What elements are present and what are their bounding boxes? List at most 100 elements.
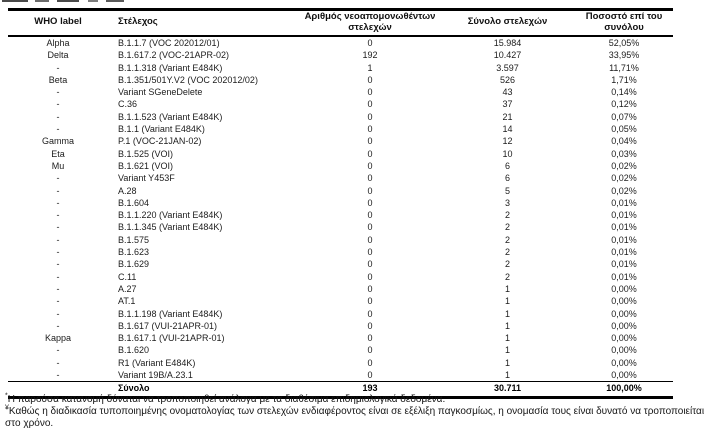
cell-num: 0 <box>367 87 373 98</box>
table-row: - B.1.1 (Variant E484K) 0 14 0,05% <box>8 123 673 135</box>
cell-strain: B.1.629 <box>118 259 150 270</box>
cell-strain: B.1.1.220 (Variant E484K) <box>118 210 223 221</box>
cell-who: - <box>56 197 60 208</box>
table-row: - B.1.575 0 2 0,01% <box>8 234 673 246</box>
cell-pct: 0,07% <box>611 111 637 122</box>
cell-strain: C.11 <box>118 271 137 282</box>
cell-tot: 37 <box>502 99 513 110</box>
cell-who: - <box>56 296 60 307</box>
cell-strain: Variant 19B/A.23.1 <box>118 370 193 381</box>
cell-who: - <box>56 308 60 319</box>
cell-tot: 3.597 <box>496 62 519 73</box>
table-row: - B.1.1.198 (Variant E484K) 0 1 0,00% <box>8 308 673 320</box>
total-cell-label: Σύνολο <box>118 383 150 394</box>
table-row: Alpha B.1.1.7 (VOC 202012/01) 0 15.984 52,05… <box>8 36 673 49</box>
table-row: - B.1.604 0 3 0,01% <box>8 197 673 209</box>
cell-who: - <box>56 345 60 356</box>
cell-who: - <box>56 259 60 270</box>
cell-pct: 11,71% <box>609 62 639 73</box>
cell-pct: 0,00% <box>611 296 637 307</box>
cell-pct: 33,95% <box>608 50 640 61</box>
cell-who: - <box>56 210 60 221</box>
cell-num: 0 <box>367 234 373 245</box>
cell-num: 0 <box>367 111 373 122</box>
cell-tot: 1 <box>504 320 510 331</box>
cell-strain: C.36 <box>118 99 138 110</box>
footnote-1-marker: * <box>5 392 8 400</box>
cell-num: 0 <box>367 271 373 282</box>
total-cell-percentage: 100,00% <box>606 383 642 394</box>
cell-who: - <box>56 357 60 368</box>
cell-num: 0 <box>367 308 373 319</box>
cell-pct: 0,00% <box>611 370 637 381</box>
cell-num: 0 <box>367 99 373 110</box>
cell-strain: Variant Y453F <box>118 173 175 184</box>
table-row: - Variant SGeneDelete 0 43 0,14% <box>8 86 673 98</box>
cell-tot: 2 <box>504 210 510 221</box>
cell-strain: B.1.617.1 (VUI-21APR-01) <box>118 333 225 344</box>
cell-pct: 0,01% <box>611 247 637 258</box>
cell-who: - <box>56 247 60 258</box>
cell-tot: 15.984 <box>493 38 522 48</box>
column-header-new-isolates: Αριθμός νεοαπομονωθέντων στελεχών <box>304 11 436 33</box>
cell-tot: 2 <box>504 259 510 270</box>
variants-table: WHO label Στέλεχος Αριθμός νεοαπομονωθέν… <box>8 8 673 399</box>
cell-strain: B.1.621 (VOI) <box>118 160 174 171</box>
cell-strain: R1 (Variant E484K) <box>118 357 196 368</box>
cell-pct: 0,00% <box>611 308 637 319</box>
cell-pct: 0,03% <box>611 148 637 159</box>
cell-num: 0 <box>367 345 373 356</box>
cell-who: - <box>56 87 60 98</box>
cell-num: 0 <box>367 357 373 368</box>
cell-who: Kappa <box>44 333 72 344</box>
cell-tot: 1 <box>504 345 510 356</box>
cell-num: 0 <box>367 320 373 331</box>
cell-num: 0 <box>367 333 373 344</box>
cell-tot: 10 <box>502 148 513 159</box>
cell-pct: 0,04% <box>611 136 637 147</box>
cell-tot: 1 <box>504 370 510 381</box>
cell-strain: B.1.1 (Variant E484K) <box>118 124 205 135</box>
cell-strain: B.1.1.198 (Variant E484K) <box>118 308 223 319</box>
cell-who: - <box>56 111 60 122</box>
cell-strain: B.1.1.7 (VOC 202012/01) <box>118 38 220 48</box>
cell-strain: B.1.617.2 (VOC-21APR-02) <box>118 50 230 61</box>
table-row: - R1 (Variant E484K) 0 1 0,00% <box>8 357 673 369</box>
cell-tot: 2 <box>504 247 510 258</box>
cell-pct: 0,02% <box>611 173 637 184</box>
table-header: WHO label Στέλεχος Αριθμός νεοαπομονωθέν… <box>8 9 673 36</box>
footnote-2-marker: ¥ <box>5 404 9 412</box>
table-row: - A.27 0 1 0,00% <box>8 283 673 295</box>
table-row: Kappa B.1.617.1 (VUI-21APR-01) 0 1 0,00% <box>8 332 673 344</box>
cell-pct: 0,00% <box>611 320 637 331</box>
cell-pct: 0,00% <box>611 357 637 368</box>
cell-strain: B.1.623 <box>118 247 150 258</box>
cell-num: 0 <box>367 247 373 258</box>
cell-strain: B.1.1.523 (Variant E484K) <box>118 111 223 122</box>
cell-num: 0 <box>367 222 373 233</box>
cell-tot: 12 <box>502 136 513 147</box>
cell-pct: 0,00% <box>611 333 637 344</box>
cell-strain: B.1.525 (VOI) <box>118 148 174 159</box>
cell-strain: B.1.620 <box>118 345 150 356</box>
table-row: - C.11 0 2 0,01% <box>8 271 673 283</box>
cell-strain: B.1.617 (VUI-21APR-01) <box>118 320 218 331</box>
cell-who: Mu <box>51 160 65 171</box>
table-row: - B.1.1.318 (Variant E484K) 1 3.597 11,71% <box>8 62 673 74</box>
cell-num: 0 <box>367 148 373 159</box>
cell-pct: 0,00% <box>611 345 637 356</box>
cell-num: 1 <box>367 62 373 73</box>
table-row: Beta B.1.351/501Y.V2 (VOC 202012/02) 0 526 1… <box>8 74 673 86</box>
cell-strain: P.1 (VOC-21JAN-02) <box>118 136 202 147</box>
cell-who: - <box>56 271 60 282</box>
cell-strain: A.28 <box>118 185 137 196</box>
table-row: - Variant Y453F 0 6 0,02% <box>8 172 673 184</box>
cell-strain: B.1.1.345 (Variant E484K) <box>118 222 223 233</box>
cell-who: Alpha <box>46 38 70 48</box>
cell-num: 0 <box>367 283 373 294</box>
clipped-text-artifact <box>2 0 152 3</box>
table-row: - B.1.617 (VUI-21APR-01) 0 1 0,00% <box>8 320 673 332</box>
cell-strain: B.1.351/501Y.V2 (VOC 202012/02) <box>118 74 258 85</box>
cell-pct: 0,01% <box>611 197 637 208</box>
table-row: Delta B.1.617.2 (VOC-21APR-02) 192 10.427 33… <box>8 49 673 61</box>
